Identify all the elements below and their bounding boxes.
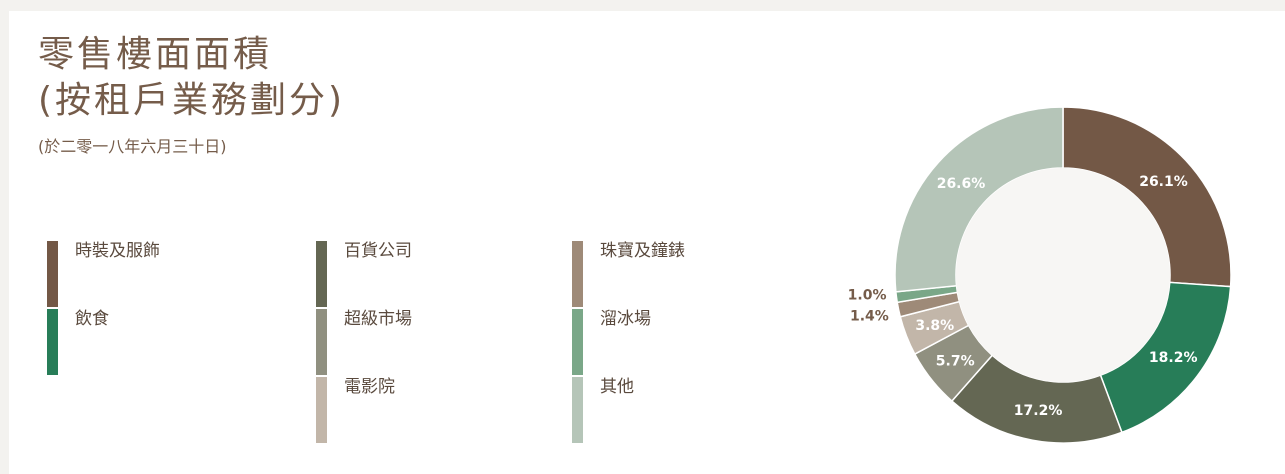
- legend-swatch: [316, 241, 327, 307]
- data-label-7: 26.6%: [937, 176, 986, 192]
- legend-label: 其他: [600, 377, 634, 397]
- legend-swatch: [316, 309, 327, 375]
- legend-label: 飲食: [75, 309, 109, 329]
- donut-hole: [956, 168, 1170, 382]
- chart-title: 零售樓面面積 (按租戶業務劃分): [38, 32, 345, 124]
- legend-label: 珠寶及鐘錶: [600, 241, 685, 261]
- title-line-1: 零售樓面面積: [38, 34, 273, 75]
- chart-subtitle: (於二零一八年六月三十日): [38, 137, 227, 156]
- legend-label: 溜冰場: [600, 309, 651, 329]
- data-label-1: 18.2%: [1149, 350, 1198, 366]
- data-label-6: 1.0%: [848, 287, 887, 303]
- legend-label: 百貨公司: [344, 241, 412, 261]
- data-label-5: 1.4%: [850, 309, 889, 325]
- data-label-3: 5.7%: [936, 353, 975, 369]
- data-label-2: 17.2%: [1014, 403, 1063, 419]
- legend-swatch: [316, 377, 327, 443]
- data-label-0: 26.1%: [1139, 174, 1188, 190]
- legend-label: 超級市場: [344, 309, 412, 329]
- data-label-4: 3.8%: [915, 318, 954, 334]
- legend-swatch: [572, 309, 583, 375]
- legend-swatch: [47, 241, 58, 307]
- legend-swatch: [572, 377, 583, 443]
- legend-label: 電影院: [344, 377, 395, 397]
- legend-label: 時裝及服飾: [75, 241, 160, 261]
- legend-swatch: [572, 241, 583, 307]
- title-line-2: (按租戶業務劃分): [38, 80, 346, 121]
- legend-swatch: [47, 309, 58, 375]
